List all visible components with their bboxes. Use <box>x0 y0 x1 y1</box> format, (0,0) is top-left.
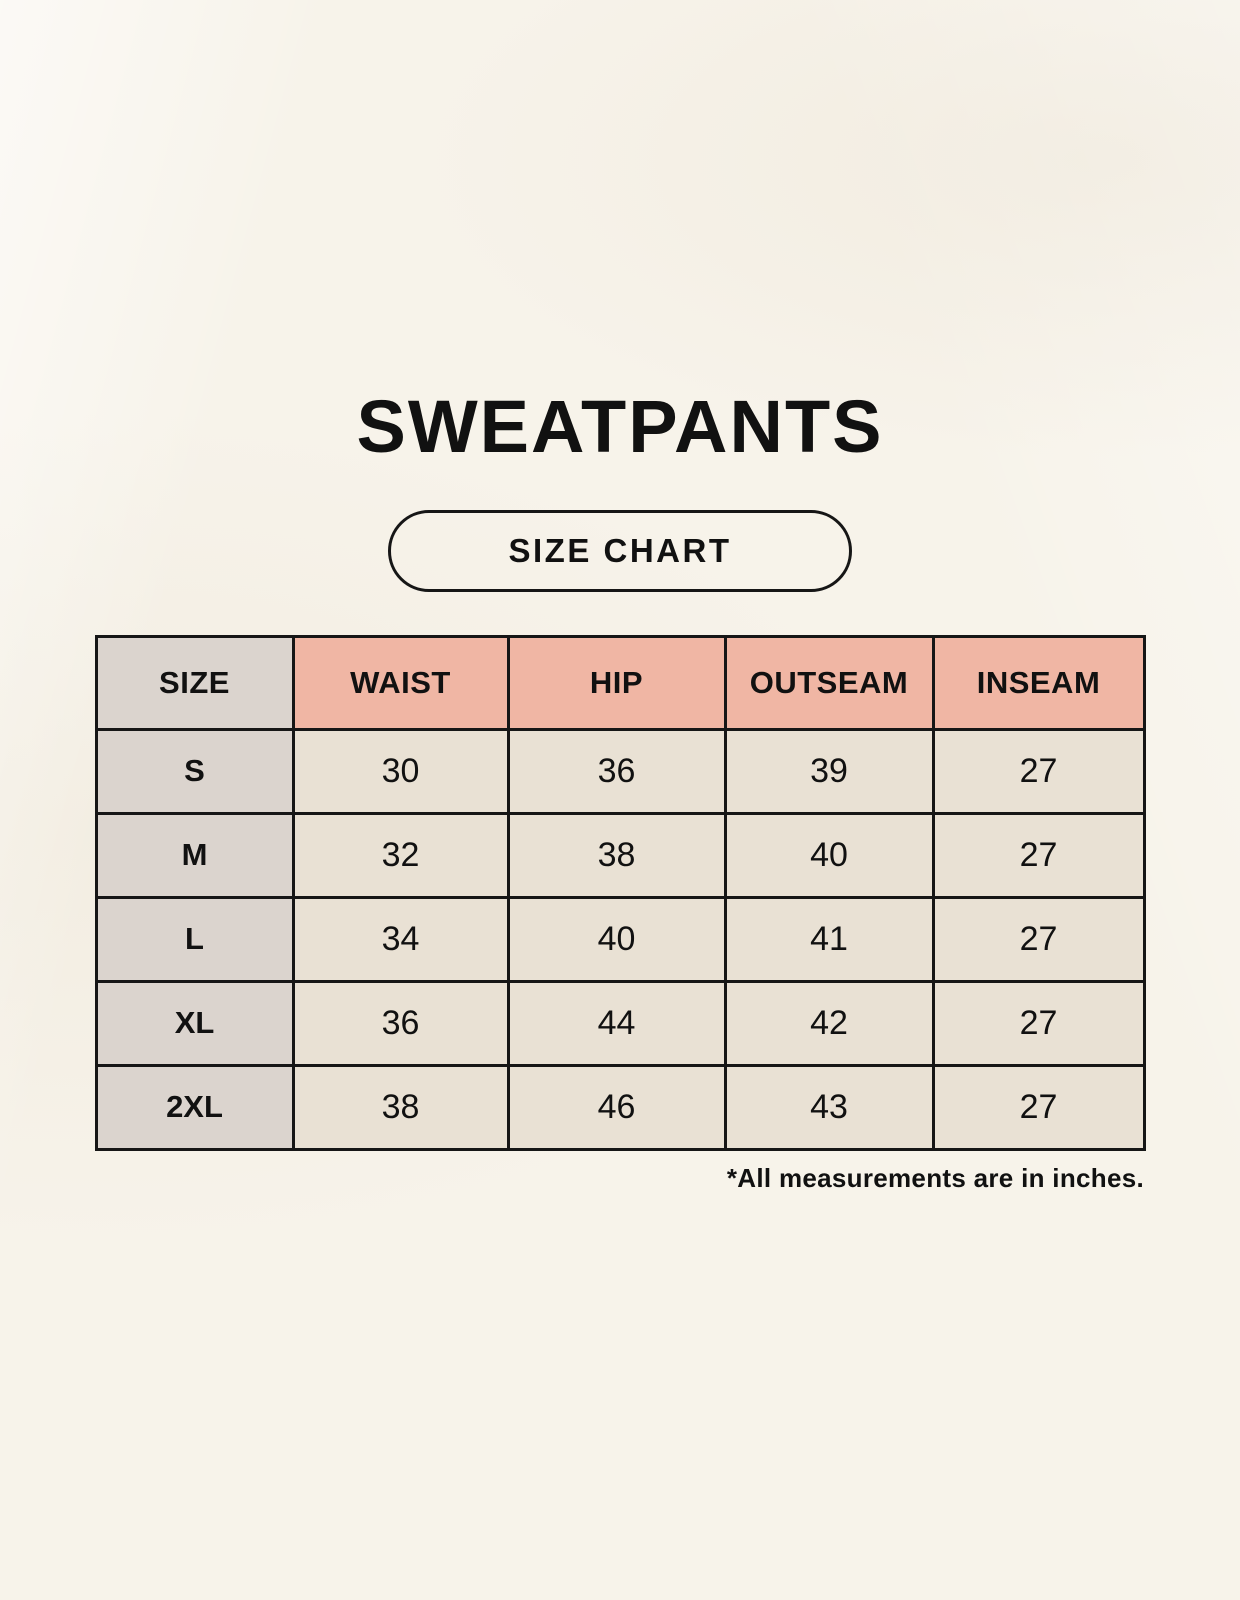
column-header-inseam: INSEAM <box>931 634 1146 731</box>
table-row-2xl: 2XL 38 46 43 27 <box>94 1063 1146 1151</box>
value-cell: 38 <box>506 811 727 899</box>
value-cell: 27 <box>931 811 1146 899</box>
value-cell: 36 <box>506 727 727 815</box>
value-cell: 27 <box>931 895 1146 983</box>
value-cell: 30 <box>291 727 510 815</box>
value-cell: 27 <box>931 979 1146 1067</box>
table-row-l: L 34 40 41 27 <box>94 895 1146 983</box>
size-cell: XL <box>94 979 295 1067</box>
value-cell: 46 <box>506 1063 727 1151</box>
value-cell: 38 <box>291 1063 510 1151</box>
table-row-s: S 30 36 39 27 <box>94 727 1146 815</box>
size-cell: M <box>94 811 295 899</box>
page-title: SWEATPANTS <box>356 385 884 468</box>
size-cell: S <box>94 727 295 815</box>
value-cell: 27 <box>931 727 1146 815</box>
value-cell: 40 <box>506 895 727 983</box>
size-chart-badge-label: SIZE CHART <box>508 531 732 569</box>
column-header-hip: HIP <box>506 634 727 731</box>
value-cell: 27 <box>931 1063 1146 1151</box>
measurements-footnote: *All measurements are in inches. <box>726 1162 1144 1193</box>
column-header-outseam: OUTSEAM <box>723 634 935 731</box>
column-header-waist: WAIST <box>291 634 510 731</box>
value-cell: 44 <box>506 979 727 1067</box>
value-cell: 32 <box>291 811 510 899</box>
size-cell: 2XL <box>94 1063 295 1151</box>
size-chart-badge: SIZE CHART <box>388 509 852 592</box>
value-cell: 34 <box>291 895 510 983</box>
value-cell: 42 <box>723 979 935 1067</box>
value-cell: 41 <box>723 895 935 983</box>
value-cell: 40 <box>723 811 935 899</box>
value-cell: 36 <box>291 979 510 1067</box>
table-row-m: M 32 38 40 27 <box>94 811 1146 899</box>
value-cell: 43 <box>723 1063 935 1151</box>
table-row-xl: XL 36 44 42 27 <box>94 979 1146 1067</box>
size-cell: L <box>94 895 295 983</box>
header-row: SIZE WAIST HIP OUTSEAM INSEAM <box>94 634 1146 731</box>
column-header-size: SIZE <box>94 634 295 731</box>
value-cell: 39 <box>723 727 935 815</box>
size-chart-table: SIZE WAIST HIP OUTSEAM INSEAM S 30 36 39… <box>94 634 1146 1151</box>
